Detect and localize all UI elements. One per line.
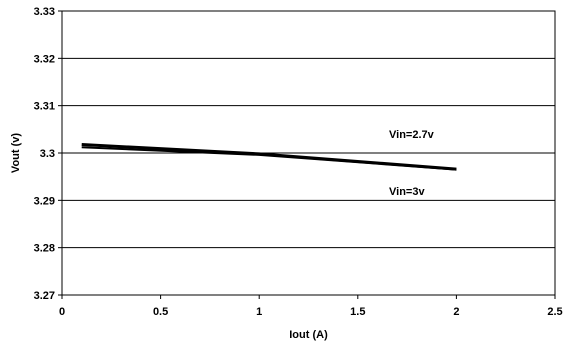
grid-lines [62, 10, 555, 296]
x-tick-label-5: 2.5 [547, 306, 562, 318]
x-tick-label-1: 0.5 [153, 306, 168, 318]
x-axis-title: Iout (A) [289, 329, 328, 341]
x-axis-ticks: 0 0.5 1 1.5 2 2.5 [59, 295, 563, 318]
y-tick-label-5: 3.32 [34, 53, 55, 65]
y-tick-label-1: 3.28 [34, 243, 55, 255]
series-label-vin-3v: Vin=3v [389, 186, 425, 198]
x-tick-label-0: 0 [59, 306, 65, 318]
y-tick-label-6: 3.33 [34, 6, 55, 18]
y-tick-label-4: 3.31 [34, 101, 55, 113]
series-line-1 [81, 146, 457, 171]
series-label-vin-2-7v: Vin=2.7v [389, 129, 435, 141]
series-lines [81, 143, 457, 171]
y-axis-ticks: 3.27 3.28 3.29 3.3 3.31 3.32 3.33 [34, 6, 62, 302]
y-tick-label-3: 3.3 [40, 148, 55, 160]
y-tick-label-0: 3.27 [34, 290, 55, 302]
series-annotations: Vin=2.7v Vin=3v [389, 129, 435, 198]
y-axis-title: Vout (v) [10, 133, 22, 173]
x-tick-label-4: 2 [453, 306, 459, 318]
y-tick-label-2: 3.29 [34, 195, 55, 207]
x-tick-label-3: 1.5 [350, 306, 365, 318]
x-tick-label-2: 1 [256, 306, 262, 318]
